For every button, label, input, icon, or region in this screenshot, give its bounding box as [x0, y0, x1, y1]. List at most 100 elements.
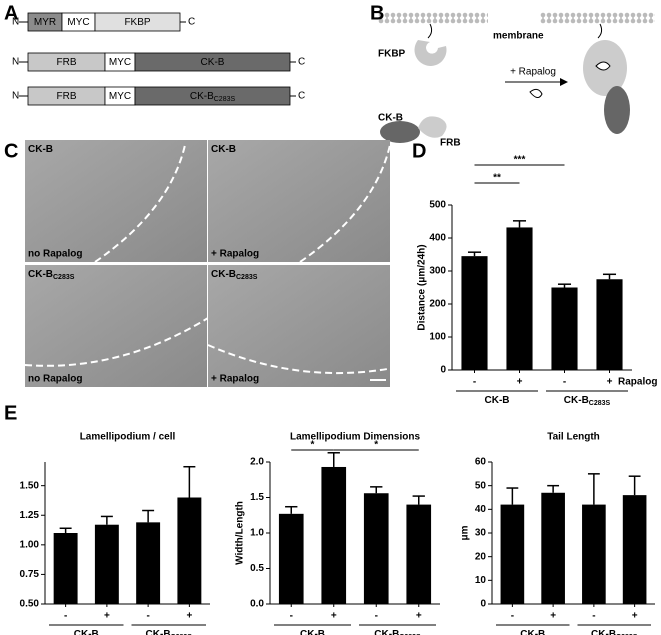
n-terminus: N [12, 17, 19, 28]
domain-label: CK-BC283S [190, 91, 236, 104]
panel-label: D [412, 140, 426, 162]
bar [461, 256, 488, 370]
x-tick-label: - [64, 611, 67, 622]
x-tick-label: - [473, 377, 476, 388]
x-tick-label: + [607, 377, 613, 388]
micrograph-caption: no Rapalog [28, 374, 82, 385]
wound-edge [24, 317, 209, 367]
group-label: CK-BC283S [591, 629, 638, 635]
chart-title: Tail Length [547, 432, 600, 443]
micrograph [208, 265, 390, 387]
domain-label: MYC [109, 57, 131, 68]
micrograph-label: CK-B [28, 144, 53, 155]
x-tick-label: + [517, 377, 523, 388]
y-tick-label: 1.00 [20, 539, 40, 550]
micrograph [25, 265, 207, 387]
micrograph-label-sub: C283S [236, 274, 258, 281]
frb-shape [418, 116, 447, 138]
bar [622, 495, 647, 604]
y-axis-label: Width/Length [235, 501, 246, 565]
x-tick-label: + [186, 611, 192, 622]
bar [406, 504, 432, 604]
fkbp-shape [414, 40, 447, 66]
micrograph-label: CK-B [211, 144, 236, 155]
group-label: CK-B [300, 629, 325, 635]
y-tick-label: 40 [475, 504, 487, 515]
micrograph-label: CK-BC283S [211, 269, 258, 282]
y-tick-label: 1.5 [250, 492, 264, 503]
x-tick-label: - [146, 611, 149, 622]
group-label-main: CK-B [374, 629, 399, 635]
micrograph-label-sub: C283S [53, 274, 75, 281]
complex-rapalog [595, 61, 611, 71]
membrane-label: membrane [493, 31, 544, 42]
y-tick-label: 0.0 [250, 599, 264, 610]
domain-label-main: MYC [67, 17, 89, 28]
y-tick-label: 50 [475, 480, 487, 491]
domain-label: FKBP [124, 17, 150, 28]
anchor2 [597, 23, 603, 39]
rapalog-icon [529, 88, 543, 98]
micrograph [208, 140, 390, 262]
c-terminus: C [188, 17, 195, 28]
y-tick-label: 400 [429, 233, 446, 244]
y-tick-label: 60 [475, 457, 487, 468]
bar [500, 504, 525, 604]
domain-label-main: MYC [109, 57, 131, 68]
x-tick-label: - [290, 611, 293, 622]
group-label: CK-BC283S [374, 629, 421, 635]
x-tick-label: - [511, 611, 514, 622]
chart-title: Lamellipodium Dimensions [290, 432, 420, 443]
bar [177, 497, 202, 604]
wound-edge [299, 144, 391, 263]
bar [596, 279, 623, 370]
bar [136, 522, 161, 604]
group-label: CK-B [520, 629, 545, 635]
anchor [427, 23, 433, 39]
group-label-main: CK-B [591, 629, 616, 635]
y-axis-label: μm [460, 525, 471, 540]
group-label-main: CK-B [564, 395, 589, 406]
micrograph-label-main: CK-B [211, 269, 236, 280]
bar [321, 466, 347, 604]
y-tick-label: 1.25 [20, 510, 40, 521]
micrograph-caption: + Rapalog [211, 374, 259, 385]
y-tick-label: 100 [429, 332, 446, 343]
domain-label: CK-B [201, 57, 225, 68]
domain-label: MYC [109, 91, 131, 102]
y-tick-label: 1.50 [20, 480, 40, 491]
significance-label: * [374, 440, 378, 451]
group-label-main: CK-B [146, 629, 171, 635]
n-terminus: N [12, 57, 19, 68]
bar [363, 493, 389, 604]
panel-label: E [4, 402, 17, 424]
micrograph [25, 140, 207, 262]
micrograph-caption: + Rapalog [211, 249, 259, 260]
x-tick-label: - [563, 377, 566, 388]
significance-label: ** [493, 173, 501, 184]
x-tick-label: + [416, 611, 422, 622]
domain [94, 12, 181, 32]
panel-label: A [4, 2, 18, 24]
domain-label-main: FKBP [124, 17, 150, 28]
c-terminus: C [298, 57, 305, 68]
arrowhead [560, 78, 568, 86]
group-label: CK-B [74, 629, 99, 635]
y-tick-label: 0.50 [20, 599, 40, 610]
domain-label: MYR [34, 17, 56, 28]
bar [506, 227, 533, 370]
c-terminus: C [298, 91, 305, 102]
bar [551, 287, 578, 370]
schematic [378, 12, 655, 143]
micrograph-caption: no Rapalog [28, 249, 82, 260]
domain-label-main: FRB [57, 91, 77, 102]
group-label: CK-B [485, 395, 510, 406]
x-tick-label: - [592, 611, 595, 622]
significance-label: *** [514, 155, 526, 166]
domain-label-main: MYR [34, 17, 56, 28]
micrograph-label-main: CK-B [28, 269, 53, 280]
y-tick-label: 0.5 [250, 563, 264, 574]
y-tick-label: 1.0 [250, 528, 264, 539]
micrograph-label: CK-BC283S [28, 269, 75, 282]
